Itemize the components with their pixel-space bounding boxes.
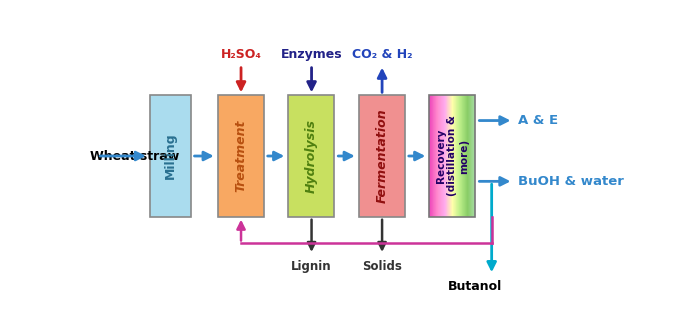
Text: CO₂ & H₂: CO₂ & H₂ — [352, 48, 412, 61]
Bar — [150, 95, 190, 217]
Text: Hydrolysis: Hydrolysis — [304, 119, 318, 193]
Text: Fermentation: Fermentation — [375, 109, 389, 203]
Bar — [288, 95, 335, 217]
Text: Milling: Milling — [164, 133, 176, 179]
Text: Lignin: Lignin — [291, 260, 332, 273]
Bar — [429, 95, 475, 217]
Text: BuOH & water: BuOH & water — [518, 175, 624, 188]
Bar — [218, 95, 264, 217]
Text: A & E: A & E — [518, 114, 558, 127]
Text: Wheat straw: Wheat straw — [90, 149, 179, 163]
Text: Butanol: Butanol — [448, 280, 503, 293]
Text: Enzymes: Enzymes — [281, 48, 342, 61]
Text: H₂SO₄: H₂SO₄ — [220, 48, 262, 61]
Text: Treatment: Treatment — [234, 120, 247, 192]
Text: Solids: Solids — [362, 260, 402, 273]
Text: Recovery
(distillation &
more): Recovery (distillation & more) — [435, 115, 469, 196]
Bar — [358, 95, 405, 217]
